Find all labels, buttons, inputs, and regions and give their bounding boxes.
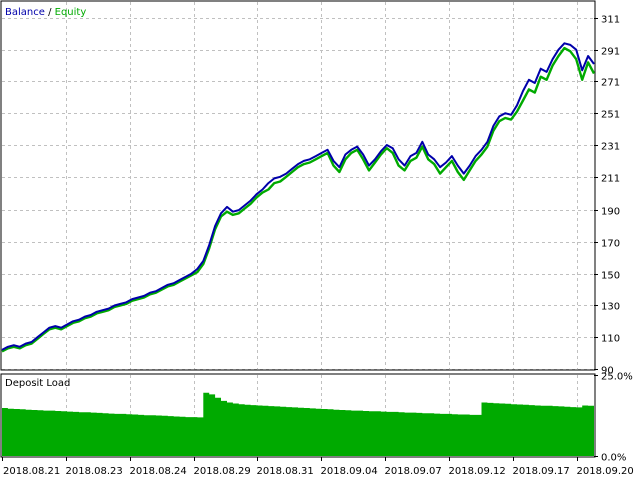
upper-y-axis: 90 110 130 150 170 190 211 231 251 271 291 311 [594,15,620,377]
legend-equity: Equity [55,7,87,18]
x-tick-label: 2018.08.23 [66,466,123,477]
y-tick-label: 231 [601,142,620,153]
x-tick-label: 2018.09.20 [577,466,634,477]
y-tick-label: 0.0% [601,453,626,464]
y-tick-label: 25.0% [601,372,633,383]
y-tick-label: 150 [601,271,620,282]
lower-y-axis: 0.0% 25.0% [594,372,633,464]
y-tick-label: 130 [601,302,620,313]
series-layer [1,42,596,353]
lower-panel-frame [0,373,596,458]
equity-line [1,46,596,353]
x-tick-label: 2018.09.17 [513,466,570,477]
y-tick-label: 251 [601,110,620,121]
x-tick-label: 2018.08.31 [257,466,314,477]
y-tick-label: 90 [601,366,614,377]
x-tick-label: 2018.08.24 [130,466,187,477]
x-tick-label: 2018.08.21 [3,466,60,477]
y-tick-label: 170 [601,239,620,250]
balance-line [1,42,595,351]
x-axis: 2018.08.21 2018.08.23 2018.08.24 2018.08.29… [2,457,634,477]
x-tick-label: 2018.08.29 [194,466,251,477]
legend-balance: Balance [5,7,45,18]
svg-text:Balance / Equity: Balance / Equity [5,7,86,18]
y-tick-label: 190 [601,207,620,218]
x-tick-label: 2018.09.04 [321,466,378,477]
chart-legend: Balance / Equity [5,7,86,18]
legend-separator: / [45,7,55,18]
y-tick-label: 271 [601,78,620,89]
y-tick-label: 291 [601,47,620,58]
y-tick-label: 311 [601,15,620,26]
x-tick-label: 2018.09.07 [385,466,442,477]
upper-panel-frame [0,0,596,371]
deposit-load-fill [2,392,594,456]
x-tick-label: 2018.09.12 [449,466,506,477]
y-tick-label: 110 [601,334,620,345]
y-tick-label: 211 [601,174,620,185]
deposit-load-area [2,392,594,456]
deposit-load-title: Deposit Load [5,378,70,389]
upper-grid [2,2,594,370]
